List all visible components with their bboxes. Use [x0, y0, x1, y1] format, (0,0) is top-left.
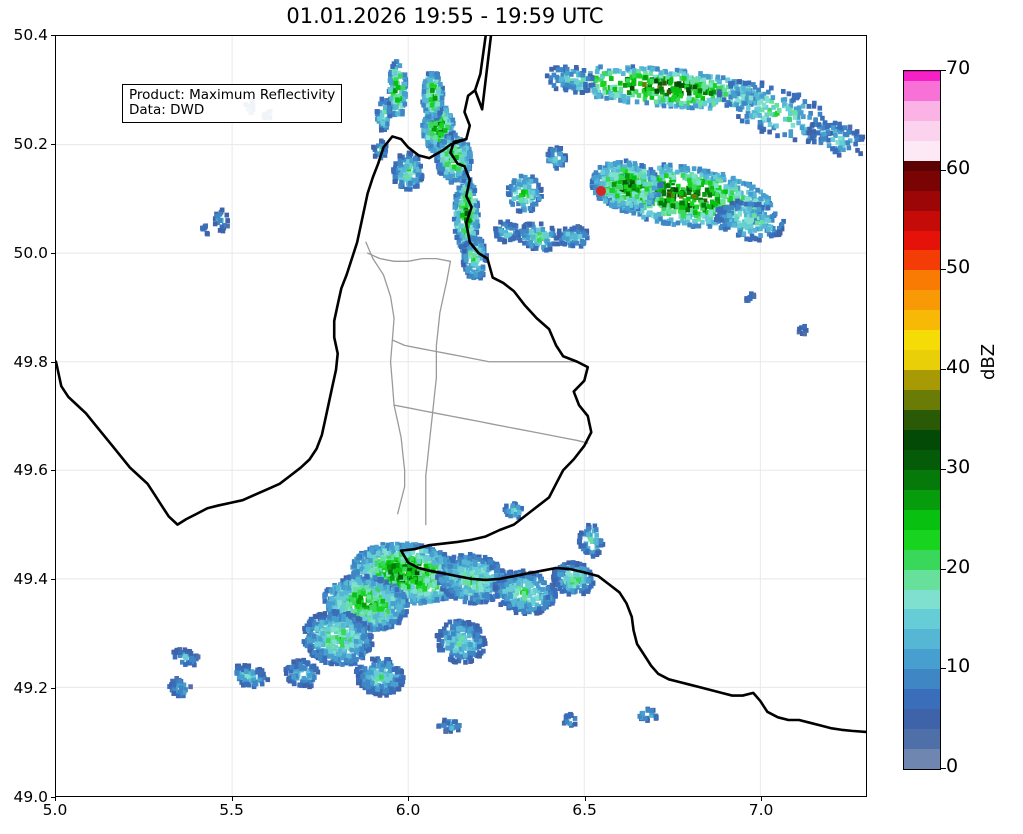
- y-tick-label: 49.8: [13, 352, 48, 371]
- colorbar-tick-label: 0: [946, 755, 959, 777]
- y-tick-label: 50.4: [13, 26, 48, 44]
- colorbar-segment: [904, 569, 940, 590]
- colorbar-tick-mark: [941, 269, 946, 271]
- colorbar-tick-mark: [941, 169, 946, 171]
- y-tick-mark: [51, 579, 55, 581]
- colorbar-segment: [904, 80, 940, 101]
- colorbar-tick-label: 60: [946, 156, 971, 179]
- y-tick-mark: [51, 143, 55, 145]
- y-tick-label: 49.6: [13, 461, 48, 480]
- y-tick-mark: [51, 797, 55, 798]
- y-tick-mark: [51, 252, 55, 254]
- x-tick-mark: [584, 797, 586, 801]
- colorbar-segment: [904, 290, 940, 311]
- colorbar-segment: [904, 649, 940, 670]
- map-plot-area: Product: Maximum Reflectivity Data: DWD: [55, 35, 867, 797]
- colorbar-segment: [904, 160, 940, 171]
- colorbar-tick-mark: [941, 668, 946, 670]
- x-tick-label: 7.0: [748, 801, 774, 819]
- colorbar-segment: [904, 120, 940, 141]
- colorbar-tick-mark: [941, 70, 946, 71]
- colorbar-tick-label: 50: [946, 256, 971, 279]
- colorbar-tick-mark: [941, 768, 946, 769]
- radar-reflectivity-data: [167, 59, 866, 734]
- x-tick-mark: [761, 797, 763, 801]
- y-tick-mark: [51, 470, 55, 472]
- colorbar-segment: [904, 71, 940, 81]
- y-tick-label: 49.0: [13, 788, 48, 806]
- y-tick-mark: [51, 688, 55, 690]
- colorbar-tick-label: 10: [946, 655, 971, 678]
- colorbar-segment: [904, 250, 940, 271]
- map-borders: [56, 36, 866, 734]
- colorbar-tick-label: 30: [946, 455, 971, 478]
- colorbar: [903, 70, 941, 770]
- colorbar-segment: [904, 270, 940, 291]
- colorbar-segment: [904, 71, 940, 72]
- colorbar-tick-label: 70: [946, 57, 971, 79]
- colorbar-segment: [904, 190, 940, 211]
- colorbar-tick-mark: [941, 568, 946, 570]
- x-tick-label: 6.5: [572, 801, 597, 819]
- colorbar-segment: [904, 370, 940, 391]
- colorbar-segment: [904, 509, 940, 530]
- colorbar-segment: [904, 689, 940, 710]
- colorbar-segment: [904, 549, 940, 570]
- info-data-line: Data: DWD: [129, 102, 205, 118]
- info-product-line: Product: Maximum Reflectivity: [129, 87, 336, 103]
- x-tick-mark: [408, 797, 410, 801]
- colorbar-segment: [904, 330, 940, 351]
- x-tick-mark: [55, 797, 56, 801]
- colorbar-segment: [904, 449, 940, 470]
- colorbar-tick-label: 40: [946, 356, 971, 379]
- x-tick-label: 5.0: [42, 801, 68, 819]
- colorbar-segment: [904, 310, 940, 331]
- colorbar-segment: [904, 669, 940, 690]
- colorbar-segment: [904, 429, 940, 450]
- colorbar-segment: [904, 350, 940, 371]
- colorbar-tick-mark: [941, 468, 946, 470]
- colorbar-segment: [904, 729, 940, 750]
- colorbar-segment: [904, 489, 940, 510]
- colorbar-segment: [904, 609, 940, 630]
- colorbar-segment: [904, 749, 940, 769]
- y-tick-label: 49.4: [13, 570, 48, 589]
- colorbar-segment: [904, 230, 940, 251]
- colorbar-segment: [904, 390, 940, 411]
- colorbar-segment: [904, 410, 940, 430]
- colorbar-segment: [904, 629, 940, 650]
- city-marker: [596, 186, 607, 197]
- y-tick-label: 49.2: [13, 679, 48, 698]
- colorbar-segment: [904, 469, 940, 490]
- x-tick-mark: [231, 797, 233, 801]
- colorbar-segment: [904, 210, 940, 231]
- colorbar-segment: [904, 140, 940, 161]
- colorbar-segment: [904, 170, 940, 191]
- y-tick-label: 50.0: [13, 243, 48, 262]
- y-tick-mark: [51, 35, 55, 36]
- x-tick-label: 5.5: [219, 801, 244, 819]
- colorbar-label: dBZ: [978, 343, 999, 380]
- y-tick-mark: [51, 361, 55, 363]
- colorbar-segment: [904, 529, 940, 550]
- colorbar-segment: [904, 100, 940, 121]
- colorbar-segment: [904, 589, 940, 610]
- page-title: 01.01.2026 19:55 - 19:59 UTC: [286, 4, 604, 28]
- colorbar-segment: [904, 709, 940, 730]
- colorbar-tick-label: 20: [946, 555, 971, 578]
- colorbar-tick-mark: [941, 369, 946, 371]
- x-tick-label: 6.0: [395, 801, 421, 819]
- y-tick-label: 50.2: [13, 134, 48, 153]
- info-box: Product: Maximum Reflectivity Data: DWD: [122, 84, 343, 123]
